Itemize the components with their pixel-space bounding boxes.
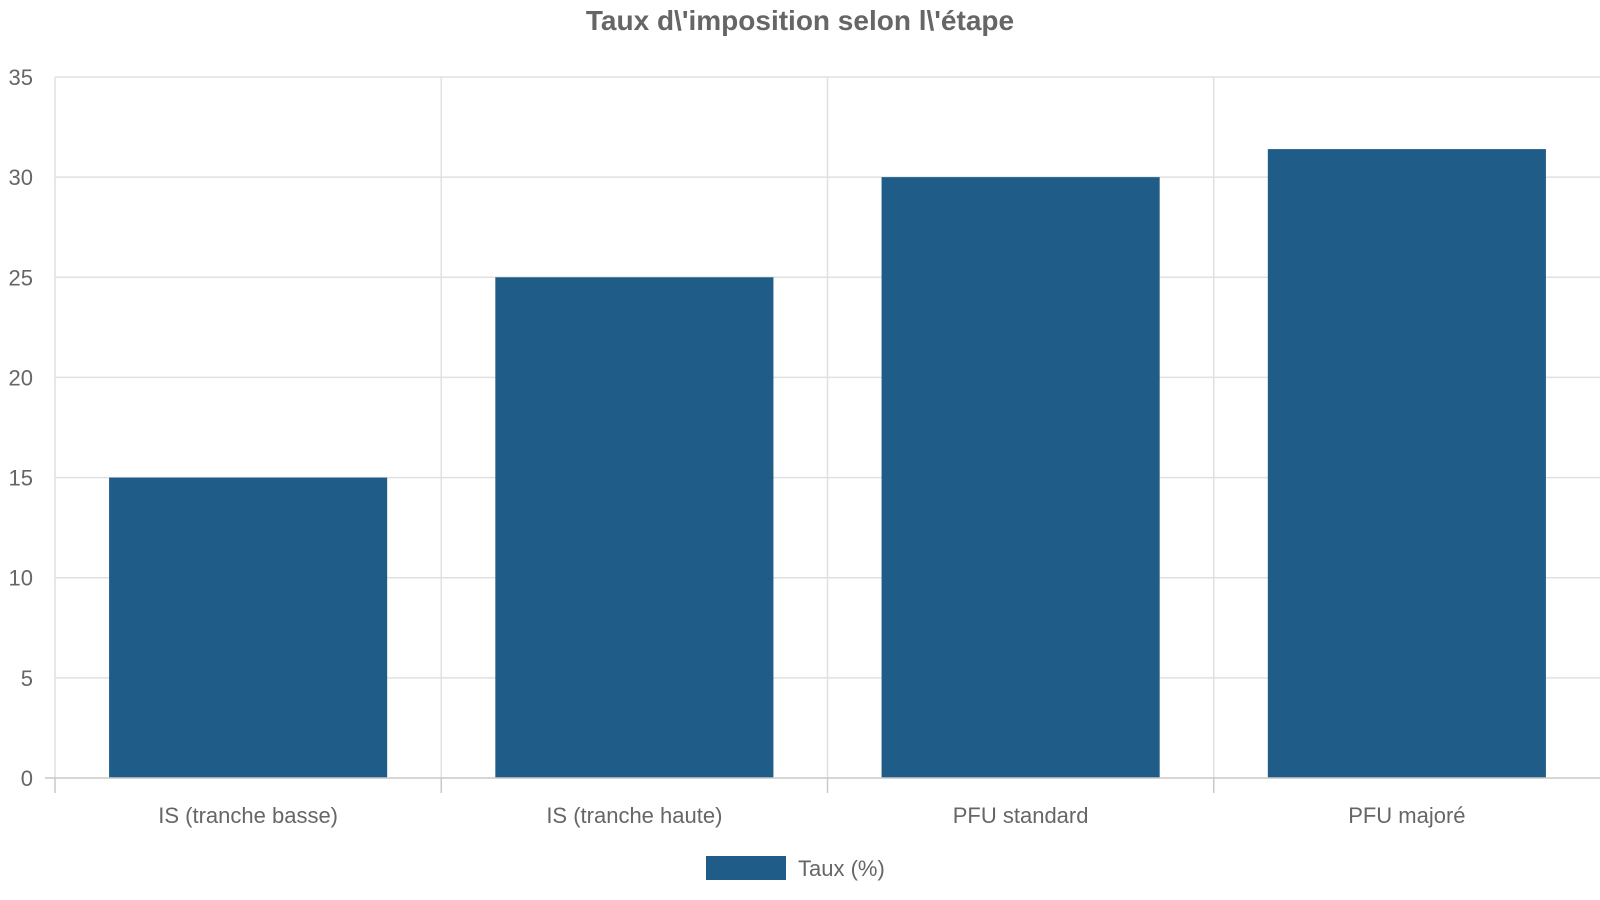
bar[interactable]: [109, 477, 388, 778]
y-tick-label: 0: [21, 766, 33, 791]
y-tick-label: 10: [9, 566, 33, 591]
x-tick-label: PFU standard: [953, 803, 1089, 828]
bar[interactable]: [495, 277, 774, 778]
x-tick-label: PFU majoré: [1348, 803, 1465, 828]
y-tick-label: 25: [9, 265, 33, 290]
tick-labels: 0 5 10 15 20 25 30 35 IS (tranche basse) IS (tran…: [9, 65, 1466, 828]
y-tick-label: 15: [9, 466, 33, 491]
y-tick-label: 35: [9, 65, 33, 90]
chart-title: Taux d\'imposition selon l\'étape: [586, 5, 1014, 36]
legend-label: Taux (%): [798, 856, 885, 881]
bars: [109, 149, 1546, 779]
bar[interactable]: [881, 177, 1160, 779]
axes: [45, 77, 1600, 793]
y-tick-label: 20: [9, 365, 33, 390]
bar[interactable]: [1267, 149, 1546, 779]
legend-swatch: [706, 856, 786, 880]
x-tick-label: IS (tranche haute): [546, 803, 722, 828]
legend[interactable]: Taux (%): [706, 856, 885, 881]
y-tick-label: 30: [9, 165, 33, 190]
x-tick-label: IS (tranche basse): [158, 803, 338, 828]
y-tick-label: 5: [21, 666, 33, 691]
